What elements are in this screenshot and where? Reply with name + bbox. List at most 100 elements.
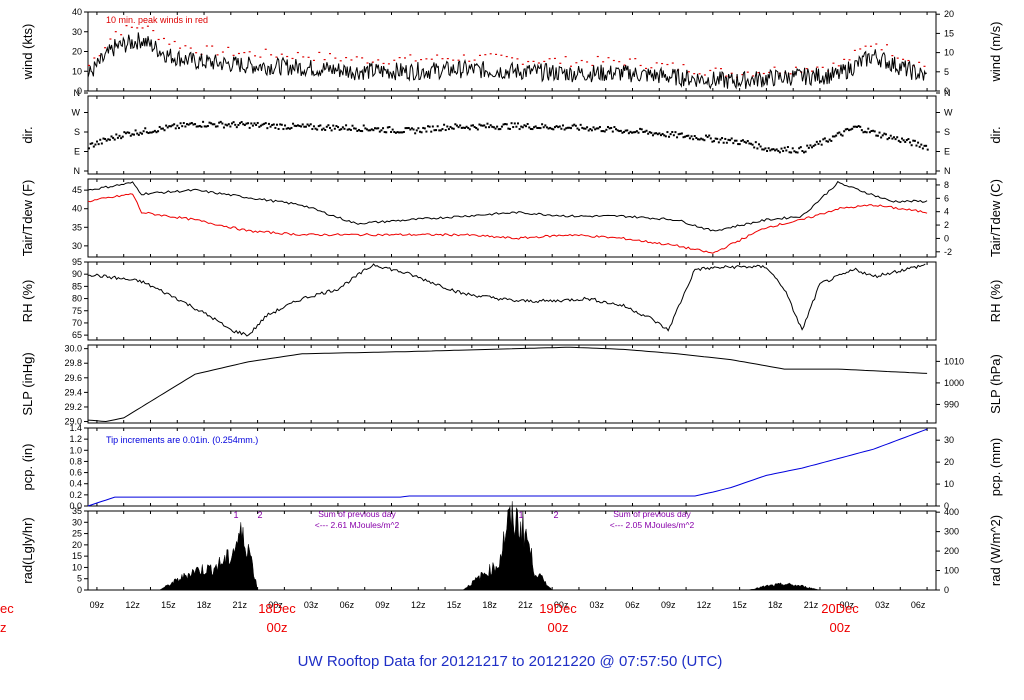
dir-point (100, 142, 103, 145)
dir-point (791, 147, 794, 150)
hour-label: 00z (268, 600, 283, 610)
dir-point (880, 136, 883, 139)
dir-point (873, 130, 876, 133)
dir-point (785, 149, 788, 152)
dir-point (668, 135, 671, 138)
dir-point (340, 128, 343, 131)
dir-point (211, 123, 214, 126)
dir-point (659, 134, 662, 137)
dir-point (398, 131, 401, 134)
ytick-label-right: 5 (944, 67, 949, 77)
dir-point (759, 145, 762, 148)
dir-point (907, 138, 910, 141)
dir-point (112, 136, 115, 139)
dir-point (459, 124, 462, 127)
hour-label: 03z (875, 600, 890, 610)
ylabel-right: RH (%) (988, 280, 1003, 323)
dir-point (171, 124, 174, 127)
dir-point (373, 127, 376, 130)
dir-point (801, 150, 804, 153)
dir-point (463, 126, 466, 129)
dir-point (590, 129, 593, 132)
dir-point (412, 128, 415, 131)
dir-point (634, 131, 637, 134)
dir-point (504, 123, 507, 126)
dir-point (176, 124, 179, 127)
dir-point (733, 139, 736, 142)
dir-point (576, 127, 579, 130)
dir-point (410, 127, 413, 130)
dir-point (721, 137, 724, 140)
dir-point (139, 131, 142, 134)
dir-point (239, 122, 242, 125)
dir-point (491, 125, 494, 128)
dir-point (104, 138, 107, 141)
dir-point (616, 129, 619, 132)
radiation-area (748, 582, 821, 591)
dir-point (489, 124, 492, 127)
dir-point (557, 126, 560, 129)
ytick-label-right: 6 (944, 193, 949, 203)
dir-point (833, 135, 836, 138)
dir-point (451, 127, 454, 130)
dir-point (439, 129, 442, 132)
dir-point (345, 124, 348, 127)
dir-point (819, 140, 822, 143)
ytick-label-right: 300 (944, 527, 959, 537)
dir-point (687, 134, 690, 137)
dir-point (526, 123, 529, 126)
dir-point (844, 128, 847, 131)
dir-point (128, 131, 131, 134)
dir-point (402, 130, 405, 133)
dir-point (749, 142, 752, 145)
dir-point (322, 127, 325, 130)
dir-point (727, 138, 730, 141)
dir-point (597, 127, 600, 130)
dir-point (319, 124, 322, 127)
dir-point (865, 131, 868, 134)
dir-point (706, 136, 709, 139)
dir-point (571, 124, 574, 127)
dir-point (774, 149, 777, 152)
dir-point (806, 144, 809, 147)
dir-point (261, 123, 264, 126)
dir-point (851, 127, 854, 130)
dir-point (555, 125, 558, 128)
dir-point (361, 130, 364, 133)
dir-point (438, 129, 441, 132)
dir-point (166, 126, 169, 129)
ytick-label: N (74, 166, 81, 176)
ylabel-left: SLP (inHg) (20, 352, 35, 415)
dir-point (247, 122, 250, 125)
dir-point (811, 146, 814, 149)
dir-point (568, 126, 571, 129)
dir-point (341, 126, 344, 129)
dir-point (181, 125, 184, 128)
dir-point (831, 135, 834, 138)
dir-point (327, 124, 330, 127)
dir-point (770, 148, 773, 151)
dir-point (481, 124, 484, 127)
dir-point (724, 137, 727, 140)
panel-rh: RH (%) RH (%) 65 70 75 80 85 90 95 (20, 257, 1003, 341)
dir-point (606, 125, 609, 128)
panel-temp: Tair/Tdew (F) Tair/Tdew (C) 30 35 40 45 -2 0 2 4 6… (20, 178, 1003, 258)
dir-point (661, 132, 664, 135)
dir-point (243, 124, 246, 127)
ytick-label: 1.0 (69, 445, 82, 455)
dir-point (881, 134, 884, 137)
dir-point (409, 128, 412, 131)
dir-point (353, 127, 356, 130)
dir-point (186, 123, 189, 126)
dir-point (741, 139, 744, 142)
dir-point (619, 129, 622, 132)
dir-point (497, 128, 500, 131)
dir-point (187, 123, 190, 126)
ytick-label-right: 400 (944, 507, 959, 517)
dir-point (436, 125, 439, 128)
dir-point (565, 127, 568, 130)
dir-point (838, 131, 841, 134)
dir-point (499, 128, 502, 131)
dir-point (549, 126, 552, 129)
dir-point (595, 127, 598, 130)
